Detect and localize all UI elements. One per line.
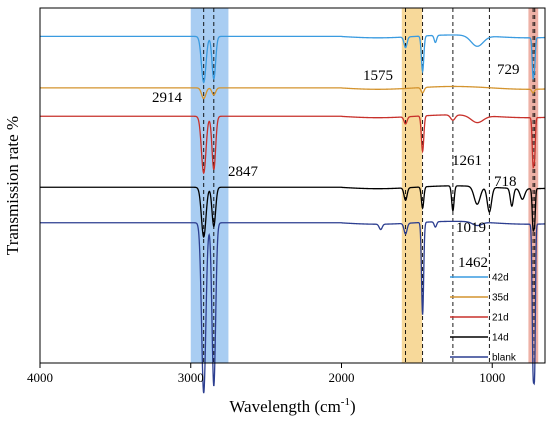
x-axis-label-end: ): [350, 397, 356, 416]
series-line-21d: [40, 114, 546, 175]
y-axis-label: Transmission rate %: [3, 116, 22, 255]
spectra-series: [40, 34, 546, 394]
legend-label-14d: 14d: [492, 333, 509, 344]
x-tick-label-3000: 3000: [178, 370, 204, 385]
annotation-1019: 1019: [456, 220, 486, 236]
x-axis-label-main: Wavelength (cm: [229, 397, 340, 416]
x-tick-label-1000: 1000: [479, 370, 505, 385]
highlight-bands: [190, 8, 539, 363]
series-line-42d: [40, 34, 546, 84]
annotation-1575: 1575: [363, 68, 393, 84]
peak-annotations: 2914 2847 1575 1462 1261 1019 729 718: [152, 62, 520, 271]
legend-label-21d: 21d: [492, 313, 509, 324]
x-axis-label-superscript: -1: [341, 396, 350, 408]
legend-label-42d: 42d: [492, 273, 509, 284]
series-line-14d: [40, 185, 546, 239]
x-axis-label: Wavelength (cm-1): [229, 396, 355, 416]
peak-reference-lines: [203, 8, 536, 363]
annotation-729: 729: [497, 62, 520, 78]
legend-label-blank: blank: [492, 353, 517, 364]
legend: 42d 35d 21d 14d blank: [450, 273, 517, 364]
annotation-718: 718: [494, 174, 517, 190]
highlight-band-1: [401, 8, 423, 363]
x-axis-ticks: 4000 3000 2000 1000: [27, 363, 505, 385]
annotation-1261: 1261: [452, 153, 482, 169]
series-line-blank: [40, 220, 546, 394]
x-tick-label-4000: 4000: [27, 370, 53, 385]
plot-frame: [39, 7, 546, 364]
annotation-2914: 2914: [152, 90, 183, 106]
x-tick-label-2000: 2000: [328, 370, 354, 385]
annotation-1462: 1462: [458, 255, 488, 271]
annotation-2847: 2847: [228, 164, 259, 180]
highlight-band-0: [190, 8, 229, 363]
series-line-35d: [40, 85, 546, 100]
legend-label-35d: 35d: [492, 293, 509, 304]
